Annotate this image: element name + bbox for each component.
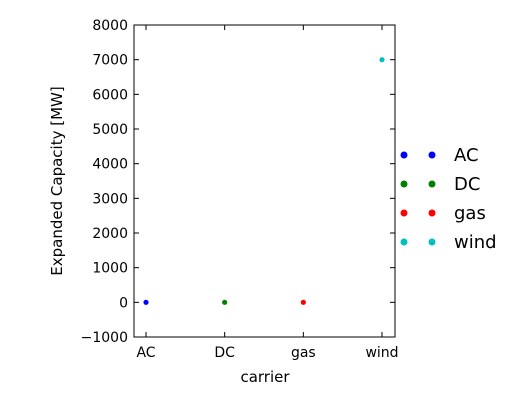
x-tick-label: AC — [136, 345, 155, 361]
y-tick-label: 4000 — [92, 157, 128, 173]
x-tick-label: gas — [291, 345, 316, 361]
y-tick-label: 6000 — [92, 87, 128, 103]
plot-frame — [133, 24, 396, 338]
y-tick-label: 8000 — [92, 18, 128, 34]
x-tick-label: DC — [214, 345, 235, 361]
plot-area-border — [133, 24, 396, 338]
y-tick-label: 0 — [119, 295, 128, 311]
legend-marker-gas — [428, 209, 436, 217]
y-tick-label: 7000 — [92, 53, 128, 69]
legend-label-AC: AC — [454, 145, 479, 166]
y-axis: −1000 0 1000 2000 3000 4000 5000 6000 7000 8000 — [81, 18, 395, 346]
legend-marker-wind — [428, 238, 436, 246]
y-tick-label: 1000 — [92, 261, 128, 277]
x-axis-label: carrier — [240, 368, 290, 386]
x-tick-label: wind — [365, 345, 398, 361]
y-tick-label: −1000 — [81, 330, 128, 346]
data-point-AC — [143, 299, 149, 305]
data-points — [143, 57, 385, 305]
legend: AC DC gas wind — [400, 145, 497, 253]
y-tick-label: 5000 — [92, 122, 128, 138]
data-point-gas — [300, 299, 306, 305]
y-tick-label: 3000 — [92, 191, 128, 207]
legend-label-gas: gas — [454, 203, 486, 224]
legend-marker-AC — [400, 151, 408, 159]
legend-marker-DC — [428, 180, 436, 188]
legend-marker-DC — [400, 180, 408, 188]
y-axis-label: Expanded Capacity [MW] — [48, 86, 66, 275]
data-point-DC — [222, 299, 228, 305]
legend-label-wind: wind — [454, 232, 497, 253]
legend-marker-AC — [428, 151, 436, 159]
y-tick-label: 2000 — [92, 226, 128, 242]
legend-label-DC: DC — [454, 174, 480, 195]
legend-marker-wind — [400, 238, 408, 246]
data-point-wind — [379, 57, 385, 63]
x-axis: AC DC gas wind — [136, 25, 399, 361]
legend-marker-gas — [400, 209, 408, 217]
